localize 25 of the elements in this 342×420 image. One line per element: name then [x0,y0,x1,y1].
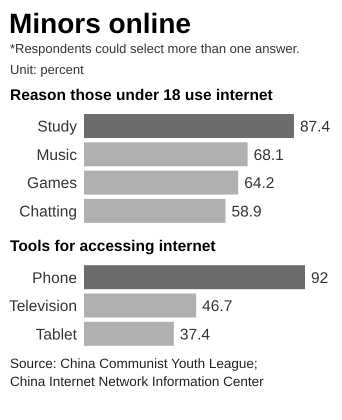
source-note: Source: China Communist Youth League; [10,356,258,372]
y-tick-label: Chatting [19,203,77,220]
bar [84,114,294,138]
data-label: 68.1 [254,146,284,164]
data-label: 64.2 [244,175,274,192]
text: Unit: percent [10,62,84,77]
y-tick-label: Games [27,175,78,192]
data-label: 46.7 [202,298,232,316]
bar [84,170,238,195]
text: *Respondents could select more than one answer. [10,41,300,56]
y-tick-label: Music [36,146,78,164]
bar [84,142,248,166]
bar [84,198,226,223]
chart-title: Tools for accessing internet [10,238,216,256]
chart-title: Minors online [9,8,191,39]
text: China Internet Network Information Center [10,374,264,390]
y-tick-label: Television [8,298,77,316]
chart-subtitle: Reason those under 18 use internet [10,87,273,104]
data-label: 37.4 [180,326,210,344]
data-label: 92 [311,270,328,287]
data-label: 58.9 [231,203,262,220]
y-tick-label: Tablet [36,326,78,344]
y-tick-label: Study [37,118,78,136]
y-tick-label: Phone [32,270,77,287]
data-label: 87.4 [300,118,330,136]
